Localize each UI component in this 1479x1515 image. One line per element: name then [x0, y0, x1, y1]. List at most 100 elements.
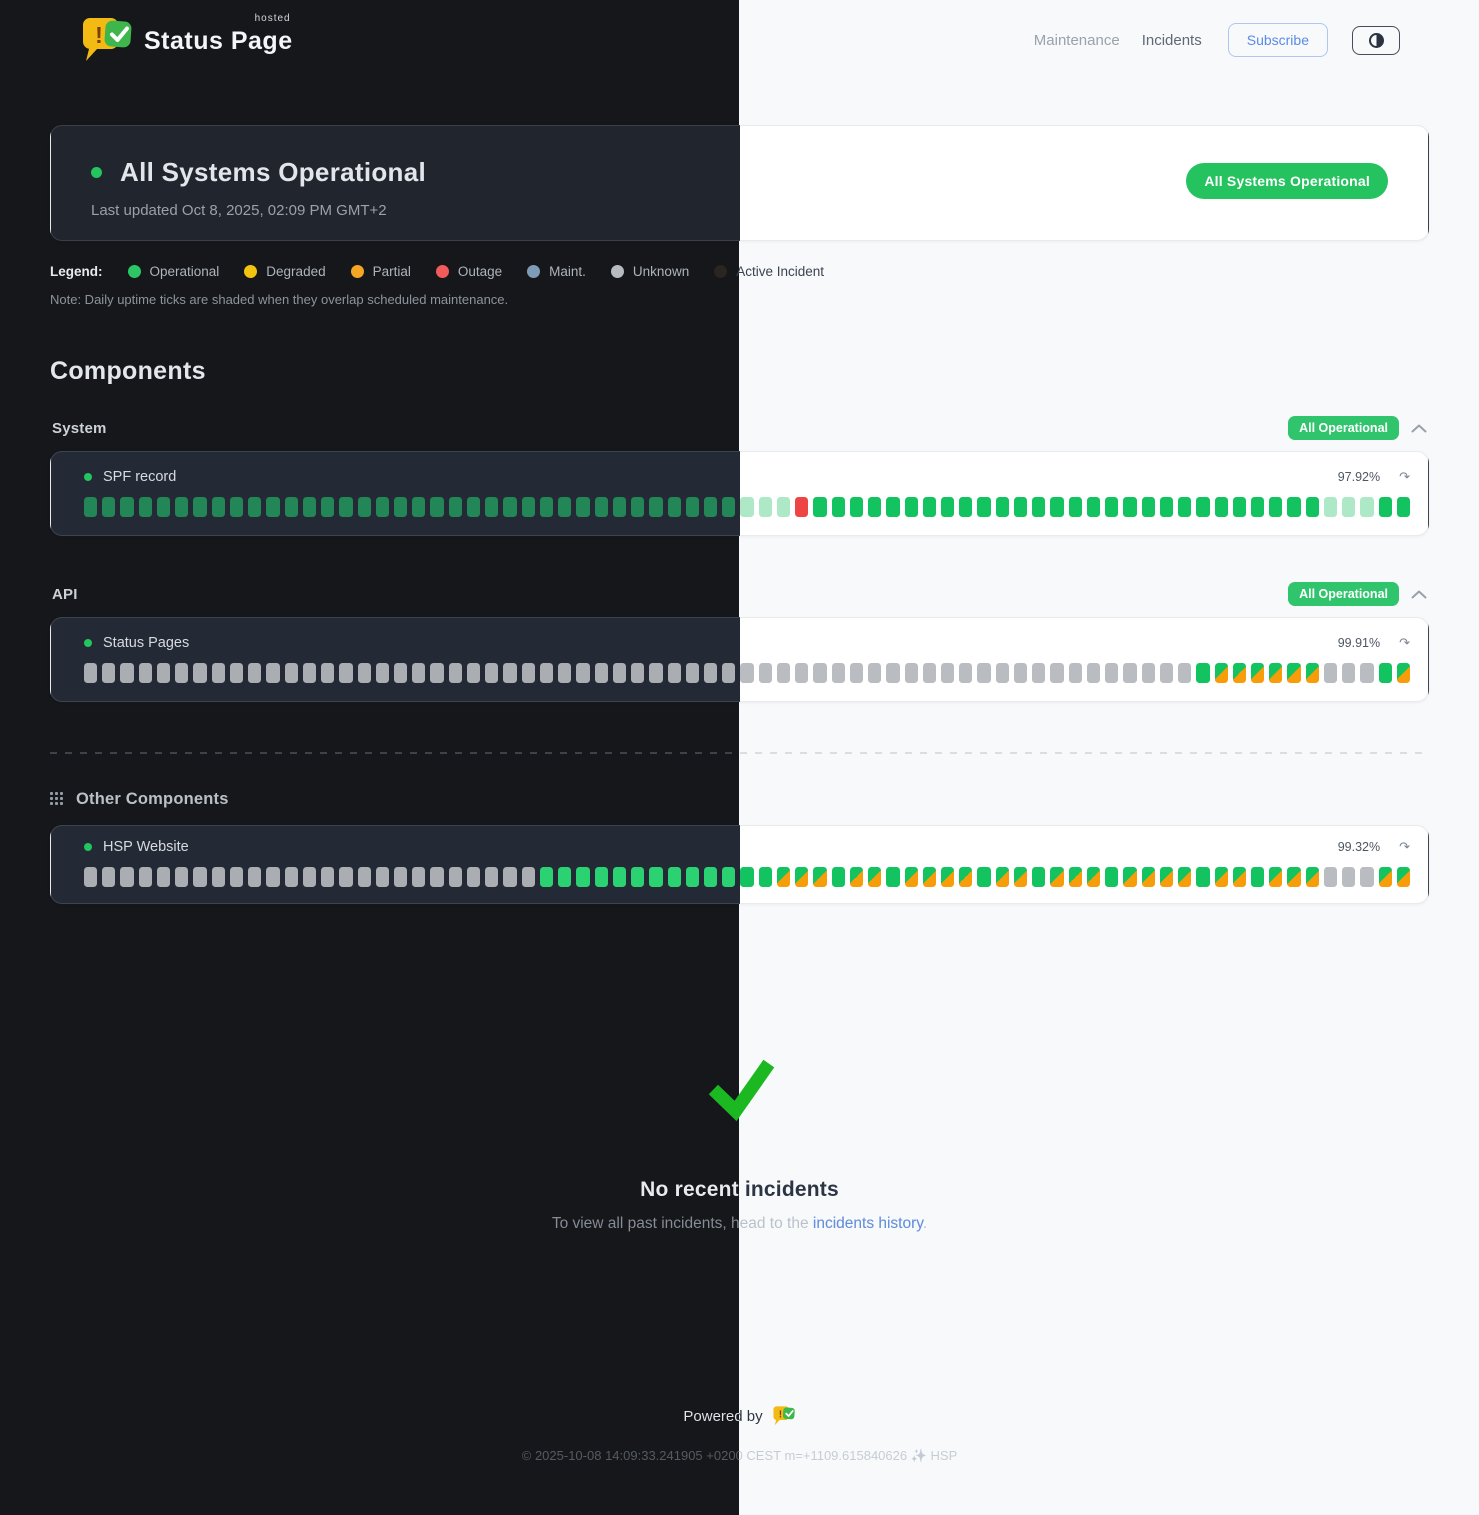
svg-text:!: ! [778, 1409, 781, 1420]
uptime-tick-unknown [886, 663, 900, 683]
brand[interactable]: ! hosted Status Page [80, 13, 293, 65]
uptime-tick-shaded [776, 497, 791, 517]
uptime-tick-unknown [412, 663, 426, 683]
component-status-dot [84, 843, 92, 851]
uptime-tick-unknown [412, 867, 426, 887]
uptime-tick-operational [849, 497, 864, 517]
uptime-tick-unknown [868, 663, 882, 683]
uptime-tick-operational [1196, 497, 1210, 517]
uptime-tick-mixed [1287, 867, 1301, 887]
uptime-tick-mixed [1013, 867, 1028, 887]
uptime-tick-operational [685, 497, 699, 517]
overall-status-title: All Systems Operational [120, 157, 427, 187]
uptime-tick-operational [740, 867, 754, 887]
degraded-dot-icon [244, 265, 258, 278]
uptime-tick-operational [375, 497, 389, 517]
uptime-tick-unknown [813, 663, 827, 683]
uptime-tick-operational [1214, 497, 1228, 517]
uptime-tick-unknown [1342, 867, 1356, 887]
nav-maintenance[interactable]: Maintenance [1033, 31, 1120, 49]
uptime-tick-unknown [795, 663, 809, 683]
uptime-tick-operational [156, 497, 171, 517]
uptime-tick-unknown [193, 867, 207, 887]
nav-incidents[interactable]: Incidents [1141, 31, 1202, 49]
uptime-tick-unknown [393, 867, 408, 887]
uptime-tick-unknown [959, 663, 973, 683]
last-updated-text: Last updated Oct 8, 2025, 02:09 PM GMT+2 [91, 202, 387, 219]
partial-dot-icon [350, 265, 364, 278]
uptime-tick-unknown [1178, 663, 1192, 683]
legend-item-unknown: Unknown [610, 264, 689, 279]
uptime-tick-unknown [539, 663, 554, 683]
uptime-tick-operational [120, 497, 134, 517]
chevron-up-icon[interactable] [1411, 424, 1427, 433]
subscribe-button[interactable]: Subscribe [1227, 23, 1328, 57]
uptime-tick-operational [558, 867, 572, 887]
uptime-tick-mixed [1269, 663, 1283, 683]
uptime-tick-mixed [959, 867, 973, 887]
uptime-tick-unknown [357, 663, 371, 683]
uptime-tick-operational [302, 497, 317, 517]
uptime-tick-operational [1032, 497, 1046, 517]
uptime-tick-unknown [649, 663, 663, 683]
uptime-tick-operational [685, 867, 699, 887]
theme-toggle-button[interactable] [1352, 25, 1400, 55]
uptime-tick-unknown [102, 663, 116, 683]
uptime-tick-shaded [1342, 497, 1356, 517]
uptime-tick-mixed [1214, 867, 1228, 887]
uptime-tick-operational [612, 497, 627, 517]
refresh-icon[interactable]: ↷ [1399, 635, 1410, 651]
uptime-tick-unknown [740, 663, 754, 683]
footer: Powered by ! © 2025-10-08 14:09:33.24190… [0, 1405, 1479, 1464]
refresh-icon[interactable]: ↷ [1399, 839, 1410, 855]
operational-dot-icon [127, 265, 141, 278]
uptime-tick-unknown [849, 663, 864, 683]
maintenance-dot-icon [527, 265, 541, 278]
uptime-tick-unknown [1105, 663, 1119, 683]
legend-note: Note: Daily uptime ticks are shaded when… [50, 292, 509, 307]
uptime-tick-operational [922, 497, 937, 517]
uptime-tick-operational [211, 497, 225, 517]
uptime-percentage: 97.92% [1337, 470, 1381, 484]
recent-incidents-section: No recent incidents To view all past inc… [50, 1054, 1429, 1233]
uptime-tick-mixed [1159, 867, 1174, 887]
uptime-tick-mixed [1232, 663, 1246, 683]
uptime-tick-mixed [1396, 867, 1411, 887]
component-name: HSP Website [103, 839, 189, 855]
uptime-tick-operational [558, 497, 572, 517]
footer-logo-icon: ! [773, 1406, 795, 1426]
main-nav: Maintenance Incidents Subscribe [1034, 23, 1400, 57]
component-row-spf-record: SPF record 97.92% ↷ [84, 469, 1411, 517]
uptime-tick-operational [959, 497, 973, 517]
uptime-tick-operational [831, 867, 845, 887]
uptime-tick-mixed [1396, 663, 1411, 683]
refresh-icon[interactable]: ↷ [1399, 469, 1410, 485]
uptime-tick-unknown [1032, 663, 1046, 683]
component-name: Status Pages [103, 635, 190, 651]
chevron-up-icon[interactable] [1411, 590, 1427, 599]
uptime-tick-unknown [722, 663, 736, 683]
header: ! hosted Status Page Maintenance Inciden… [0, 0, 1479, 74]
uptime-tick-operational [1123, 497, 1137, 517]
uptime-tick-operational [1178, 497, 1192, 517]
uptime-tick-mixed [1050, 867, 1064, 887]
uptime-tick-mixed [849, 867, 864, 887]
copyright-text: © 2025-10-08 14:09:33.241905 +0200 CEST … [0, 1448, 1479, 1464]
uptime-tick-operational [722, 497, 736, 517]
incidents-history-link[interactable]: incidents history [812, 1215, 923, 1232]
uptime-tick-shaded [1323, 497, 1338, 517]
overall-status-badge: All Systems Operational [1186, 163, 1388, 199]
uptime-tick-unknown [503, 663, 517, 683]
uptime-tick-operational [941, 497, 955, 517]
component-group-api: API All Operational Status Pages 99.91% … [50, 582, 1429, 702]
uptime-tick-mixed [904, 867, 918, 887]
legend-label: Legend: [50, 264, 103, 279]
success-checkmark-icon [708, 1059, 774, 1122]
brand-logo-icon: ! [83, 18, 132, 61]
uptime-tick-unknown [321, 663, 335, 683]
uptime-tick-operational [412, 497, 426, 517]
uptime-tick-mixed [1287, 663, 1301, 683]
uptime-tick-unknown [995, 663, 1009, 683]
uptime-tick-unknown [175, 663, 189, 683]
